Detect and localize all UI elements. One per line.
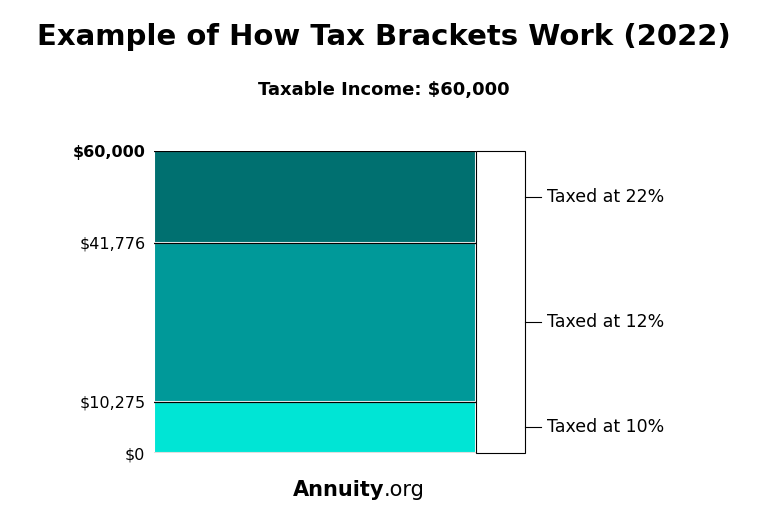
Text: Taxed at 22%: Taxed at 22% <box>547 188 664 206</box>
Text: Taxable Income: $60,000: Taxable Income: $60,000 <box>258 81 510 99</box>
Bar <box>154 151 476 243</box>
Bar <box>154 402 476 453</box>
Text: Example of How Tax Brackets Work (2022): Example of How Tax Brackets Work (2022) <box>37 23 731 52</box>
Text: .org: .org <box>384 480 425 500</box>
Text: Taxed at 10%: Taxed at 10% <box>547 418 664 437</box>
Bar <box>476 151 525 453</box>
Bar <box>154 243 476 402</box>
Text: Annuity: Annuity <box>293 480 384 500</box>
Text: Taxed at 12%: Taxed at 12% <box>547 313 664 331</box>
